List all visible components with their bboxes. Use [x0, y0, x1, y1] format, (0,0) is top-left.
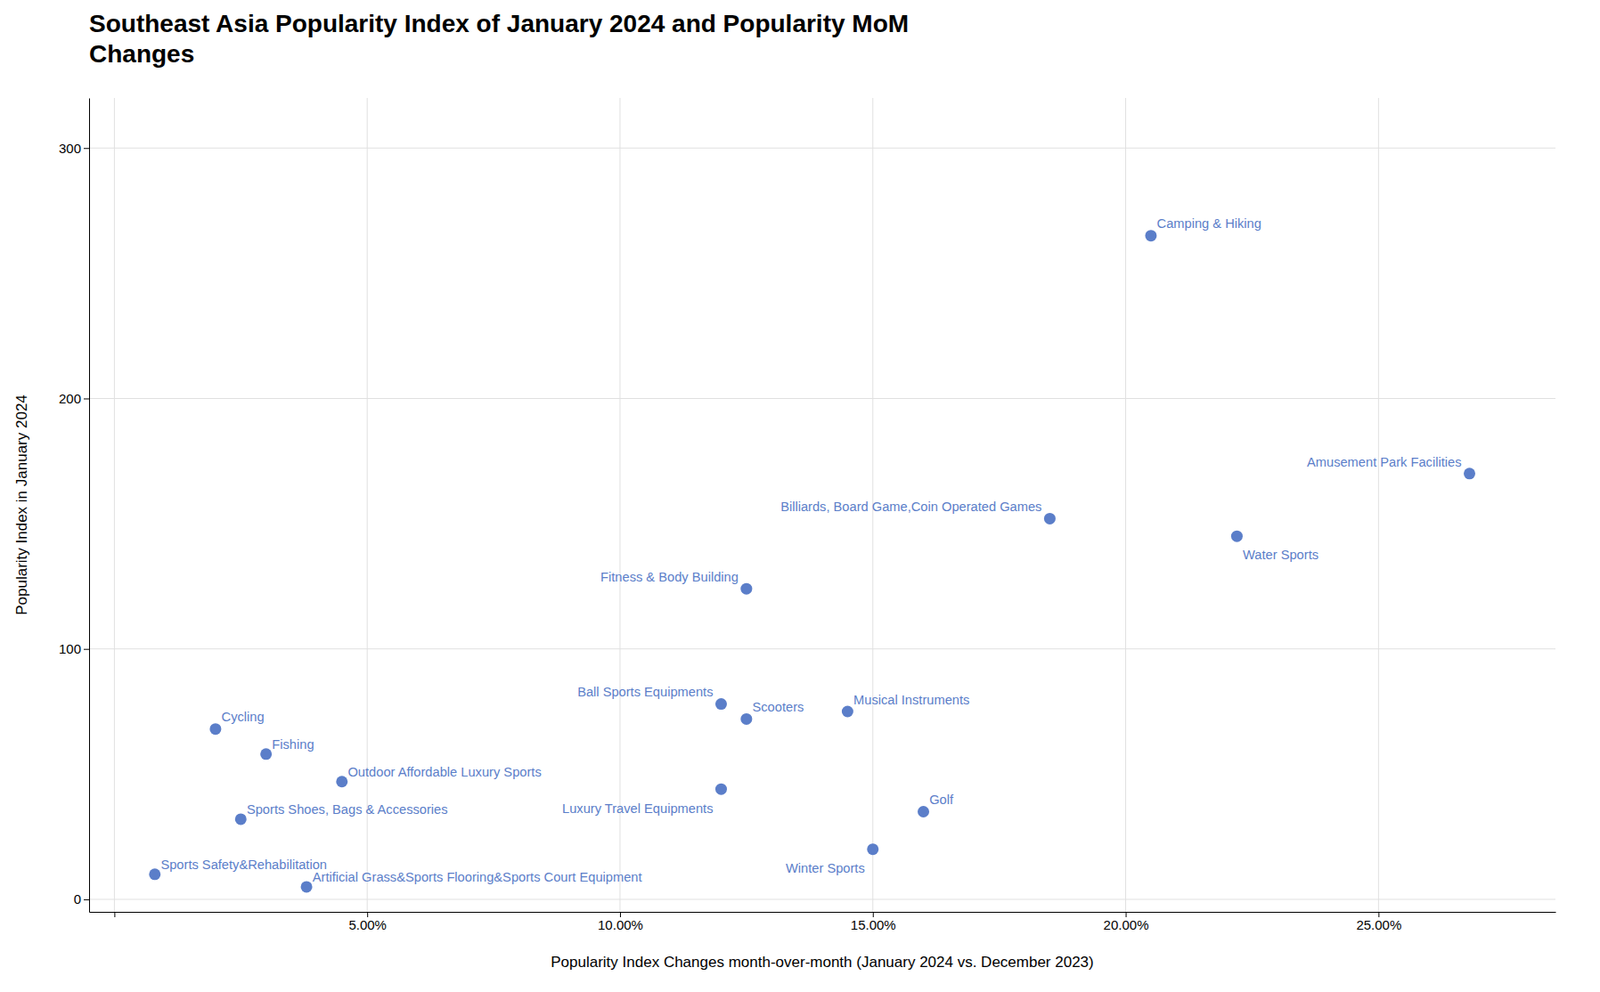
point	[740, 583, 752, 596]
point-label: Golf	[929, 792, 955, 808]
point	[301, 881, 313, 893]
point	[260, 748, 272, 760]
point	[866, 843, 879, 856]
axis-line	[89, 98, 90, 914]
point-labels: Camping & Hiking Amusement Park Facilitie…	[160, 216, 1462, 885]
point-label: Sports Shoes, Bags & Accessories	[246, 802, 449, 817]
axis-line	[89, 912, 1557, 914]
point	[715, 783, 727, 796]
point-label: Fitness & Body Building	[600, 570, 739, 585]
chart: 5.00% 10.00% 15.00% 20.00% 25.00% 0 100 200 300 C…	[0, 0, 1600, 992]
tick-label: 25.00%	[1355, 917, 1402, 933]
tick: 5.00%	[348, 912, 387, 933]
tick: 200	[58, 391, 90, 407]
point-label: Water Sports	[1242, 547, 1319, 563]
point	[335, 775, 348, 788]
point	[740, 713, 752, 726]
point	[1144, 229, 1157, 242]
grid-line	[89, 898, 1556, 900]
point-label: Ball Sports Equipments	[577, 685, 713, 700]
point-label: Winter Sports	[785, 861, 866, 876]
title-line: Changes	[89, 40, 195, 68]
point	[1463, 467, 1476, 480]
grid-line	[114, 97, 115, 913]
tick: 25.00%	[1355, 912, 1402, 933]
y-axis-label: Popularity Index in January 2024	[13, 394, 31, 616]
points	[148, 229, 1476, 893]
tick: 10.00%	[597, 912, 644, 933]
tick: 20.00%	[1103, 912, 1150, 933]
tick-mark	[83, 147, 90, 149]
point-label: Amusement Park Facilities	[1306, 455, 1462, 470]
tick-label: 100	[58, 641, 82, 657]
grid-line	[367, 97, 368, 913]
tick: 300	[58, 140, 90, 156]
point-label: Billiards, Board Game,Coin Operated Game…	[780, 499, 1042, 515]
point-label: Artificial Grass&Sports Flooring&Sports …	[312, 870, 643, 885]
tick-label: 20.00%	[1103, 917, 1150, 933]
plot: 5.00% 10.00% 15.00% 20.00% 25.00% 0 100 200 300 C…	[58, 97, 1557, 933]
tick-mark	[114, 912, 115, 918]
point	[148, 868, 161, 881]
tick-mark	[83, 649, 90, 651]
title: Southeast Asia Popularity Index of Janua…	[89, 9, 909, 68]
x-axis-label: Popularity Index Changes month-over-mont…	[550, 954, 1094, 972]
tick-label: 15.00%	[850, 917, 897, 933]
tick: 0	[73, 891, 90, 907]
tick-label: 0	[73, 891, 82, 907]
tick-label: 10.00%	[597, 917, 644, 933]
point	[715, 698, 727, 711]
grid-line	[89, 147, 1556, 149]
x-axis: 5.00% 10.00% 15.00% 20.00% 25.00%	[89, 912, 1557, 933]
point	[917, 806, 930, 818]
tick: 15.00%	[850, 912, 897, 933]
tick-mark	[83, 398, 90, 400]
grid	[89, 97, 1556, 913]
point	[1231, 530, 1243, 543]
point-label: Fishing	[271, 737, 314, 752]
point	[841, 706, 854, 719]
point-label: Sports Safety&Rehabilitation	[160, 857, 327, 873]
point-label: Scooters	[752, 700, 805, 715]
y-axis: 0 100 200 300	[58, 98, 90, 914]
point-label: Camping & Hiking	[1157, 216, 1262, 231]
point-label: Cycling	[221, 710, 265, 725]
tick-label: 200	[58, 391, 82, 407]
point	[209, 723, 221, 735]
point-label: Luxury Travel Equipments	[562, 801, 713, 817]
point	[235, 813, 247, 825]
point-label: Outdoor Affordable Luxury Sports	[347, 765, 541, 780]
point-label: Musical Instruments	[853, 693, 970, 708]
tick: 100	[58, 641, 90, 657]
grid-line	[89, 398, 1556, 400]
grid-line	[89, 648, 1556, 650]
tick-mark	[83, 899, 90, 901]
point	[1044, 513, 1056, 525]
title-line: Southeast Asia Popularity Index of Janua…	[89, 9, 909, 38]
grid-line	[619, 97, 621, 913]
tick-label: 5.00%	[348, 917, 387, 933]
tick-label: 300	[58, 140, 82, 156]
grid-line	[1378, 97, 1380, 913]
grid-line	[1125, 97, 1127, 913]
tick	[114, 912, 115, 918]
